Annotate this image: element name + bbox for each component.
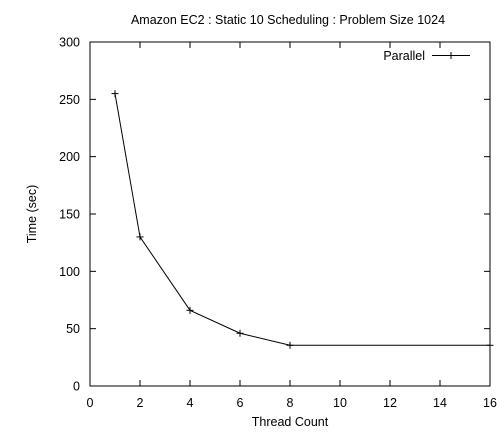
plot-frame (89, 41, 491, 387)
data-point (236, 329, 244, 337)
y-tick-label: 150 (59, 208, 80, 222)
x-tick-label: 2 (137, 396, 144, 410)
y-tick-label: 200 (59, 150, 80, 164)
data-point (186, 306, 194, 314)
tick-labels: 0 2 4 6 8 10 12 14 16 0 50 100 150 200 250 300 (59, 36, 497, 411)
x-tick-label: 14 (433, 396, 447, 410)
legend: Parallel (383, 49, 470, 63)
y-tick-label: 100 (59, 265, 80, 279)
y-tick-label: 300 (59, 36, 80, 50)
x-tick-label: 16 (483, 396, 497, 410)
tick-marks (89, 41, 491, 387)
x-tick-label: 6 (237, 396, 244, 410)
data-point (111, 90, 119, 98)
series-layer (111, 90, 494, 349)
x-tick-label: 4 (187, 396, 194, 410)
y-tick-label: 50 (66, 322, 80, 336)
chart-title: Amazon EC2 : Static 10 Scheduling : Prob… (131, 13, 445, 27)
legend-marker-parallel (447, 52, 455, 59)
data-point (286, 341, 294, 349)
data-point (136, 233, 144, 241)
y-tick-label: 250 (59, 93, 80, 107)
series-line-parallel (114, 93, 490, 346)
x-tick-label: 10 (333, 396, 347, 410)
x-tick-label: 0 (87, 396, 94, 410)
x-tick-label: 12 (383, 396, 397, 410)
legend-label-parallel: Parallel (383, 49, 425, 63)
x-axis-label: Thread Count (252, 415, 329, 429)
data-point (486, 341, 494, 349)
y-tick-label: 0 (73, 380, 80, 394)
y-axis-label: Time (sec) (25, 185, 39, 244)
x-tick-label: 8 (287, 396, 294, 410)
